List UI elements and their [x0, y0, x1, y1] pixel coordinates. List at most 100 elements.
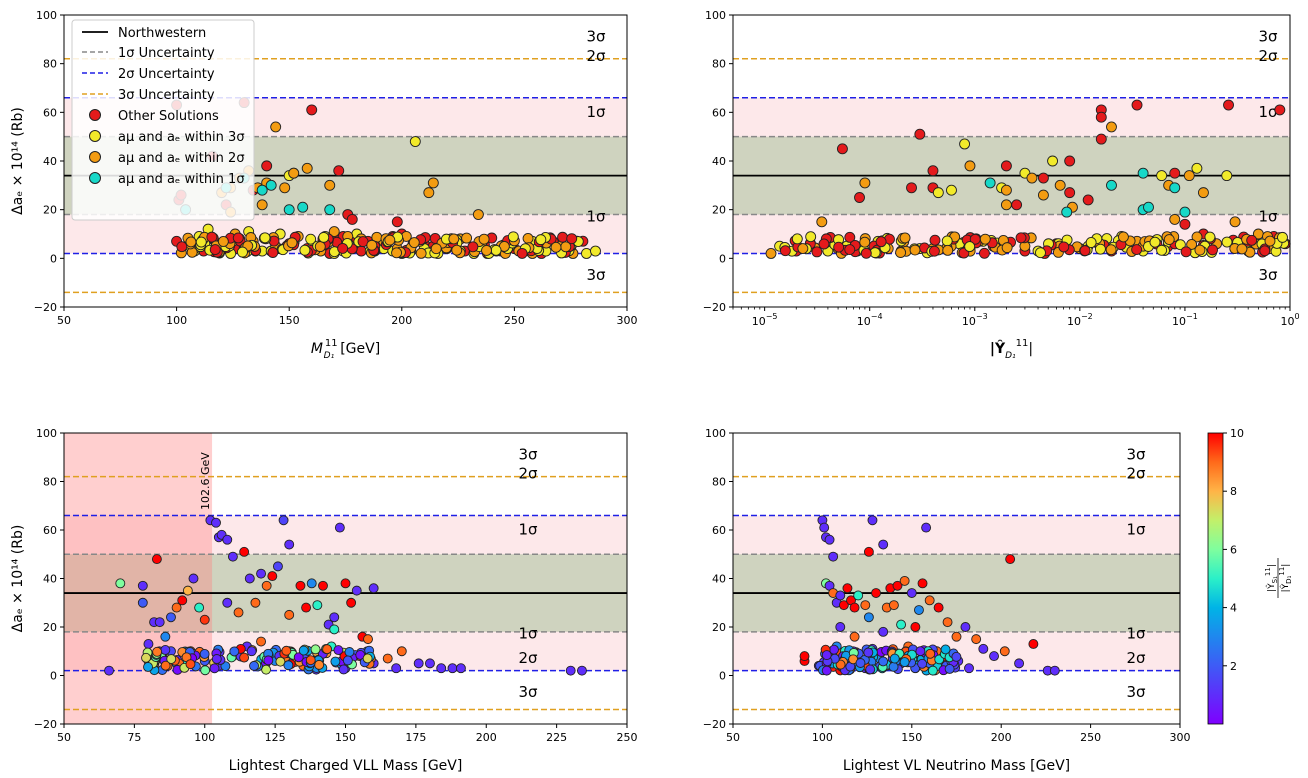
data-point — [256, 636, 266, 647]
x-axis-label-part: [GeV] — [340, 341, 380, 357]
data-point — [859, 236, 871, 248]
data-point — [1259, 245, 1271, 257]
data-point — [928, 245, 940, 257]
legend-label-northwestern: Northwestern — [118, 26, 206, 41]
data-point — [279, 182, 291, 194]
data-point — [305, 655, 316, 666]
y-tick-label: 100 — [705, 9, 726, 22]
x-tick-base: 10 — [857, 315, 871, 328]
data-point — [151, 554, 162, 565]
sigma-label: 1σ — [518, 625, 538, 643]
data-point — [944, 663, 955, 674]
data-point — [906, 182, 917, 194]
data-point — [206, 231, 218, 243]
data-point — [413, 658, 424, 669]
data-point — [896, 619, 907, 630]
data-point — [927, 665, 938, 676]
data-point — [1064, 187, 1076, 199]
data-point — [964, 241, 976, 253]
data-point — [314, 241, 326, 253]
y-tick-label: 100 — [36, 427, 57, 440]
legend: Northwestern 1σ Uncertainty 2σ Uncertain… — [71, 19, 255, 221]
data-point — [1054, 179, 1066, 191]
data-point — [185, 236, 197, 248]
data-point — [337, 242, 349, 254]
data-point — [199, 649, 210, 659]
x-tick-exponent: −1 — [1186, 312, 1198, 321]
legend-marker-3sigma — [89, 130, 101, 142]
data-point — [1058, 241, 1070, 253]
x-tick-label: 10−5 — [752, 312, 778, 328]
data-point — [1169, 167, 1181, 179]
x-tick-exponent: −5 — [766, 312, 778, 321]
data-point — [305, 233, 317, 245]
data-point — [333, 645, 344, 656]
x-axis-label-part: M — [311, 341, 323, 357]
data-point — [888, 661, 899, 672]
legend-label-within-1sigma: aμ and aₑ within 1σ — [118, 172, 245, 187]
y-tick-label: 80 — [712, 476, 726, 489]
data-point — [1221, 170, 1233, 182]
data-point — [1117, 231, 1129, 243]
data-point — [797, 243, 809, 255]
data-point — [863, 647, 874, 658]
data-point — [959, 138, 971, 150]
legend-label-2sigma: 2σ Uncertainty — [118, 67, 215, 82]
x-axis-label-part: |Ŷ — [990, 339, 1006, 357]
y-tick-label: 0 — [50, 670, 57, 683]
data-point — [921, 522, 932, 533]
data-point — [899, 657, 910, 668]
data-point — [1186, 238, 1198, 250]
data-point — [275, 656, 286, 667]
y-tick-label: 60 — [712, 106, 726, 119]
data-point — [835, 659, 846, 670]
data-point — [836, 143, 848, 155]
sigma-label: 3σ — [518, 683, 538, 701]
x-tick-base: 10 — [1172, 315, 1186, 328]
x-tick-base: 10 — [1280, 315, 1294, 328]
data-point — [267, 571, 278, 582]
data-point — [256, 568, 266, 579]
data-point — [878, 626, 889, 637]
y-tick-label: 100 — [36, 9, 57, 22]
data-point — [455, 663, 466, 674]
colorbar-ticks: 2 4 6 8 10 — [1223, 427, 1244, 673]
data-point — [978, 247, 990, 259]
data-point — [917, 578, 928, 589]
x-tick-exponent: −2 — [1081, 312, 1093, 321]
x-tick-exponent: −3 — [976, 312, 988, 321]
data-point — [892, 580, 903, 591]
data-point — [844, 244, 856, 256]
data-point — [270, 121, 282, 133]
data-point — [914, 128, 926, 140]
data-point — [324, 204, 336, 216]
data-point — [1095, 133, 1107, 145]
data-point — [160, 660, 171, 671]
data-point — [306, 578, 317, 589]
data-point — [1035, 247, 1046, 259]
data-point — [1000, 160, 1012, 172]
data-point — [917, 658, 928, 669]
data-point — [318, 580, 328, 591]
data-point — [1015, 232, 1027, 244]
data-point — [835, 622, 846, 632]
data-point — [863, 612, 874, 623]
y-tick-label: 80 — [43, 58, 57, 71]
data-point — [1274, 104, 1286, 116]
data-point — [842, 583, 853, 594]
x-tick-label: 10−2 — [1067, 312, 1093, 328]
x-tick-base: 10 — [1067, 315, 1081, 328]
data-point — [217, 236, 229, 247]
data-point — [261, 580, 272, 591]
data-point — [261, 664, 272, 675]
data-point — [875, 236, 887, 248]
data-point — [415, 247, 427, 259]
data-point — [288, 167, 300, 179]
data-point — [951, 651, 962, 662]
data-point — [425, 658, 435, 669]
legend-label-within-3sigma: aμ and aₑ within 3σ — [118, 130, 245, 145]
data-point — [964, 663, 974, 674]
data-point — [250, 597, 261, 608]
data-point — [391, 216, 403, 228]
